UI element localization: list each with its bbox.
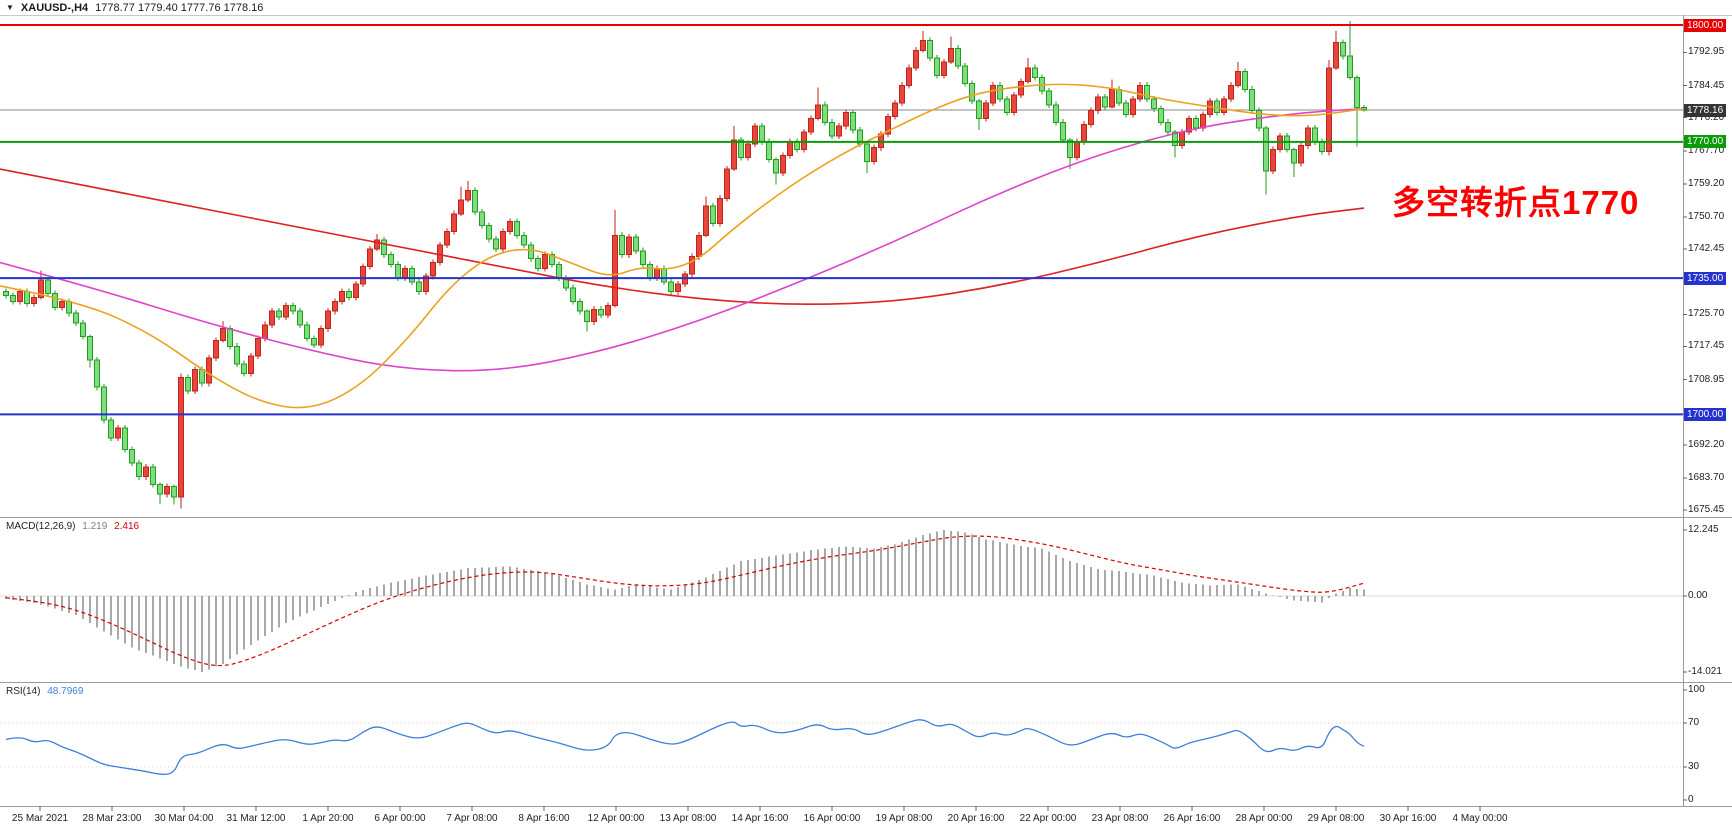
panel-borders xyxy=(0,15,1732,807)
chart-annotation-text[interactable]: 多空转折点1770 xyxy=(1392,184,1640,221)
ma-red-line xyxy=(0,168,1365,305)
chart-menu-icon[interactable]: ▼ xyxy=(6,2,14,12)
macd-main-value: 1.219 xyxy=(82,521,108,532)
rsi-name: RSI(14) xyxy=(6,686,41,697)
candles-layer xyxy=(3,21,1367,509)
macd-indicator-label: MACD(12,26,9) 1.219 2.416 xyxy=(6,521,143,532)
ma-magenta-line xyxy=(0,107,1365,372)
rsi-value: 48.7969 xyxy=(47,686,84,697)
ma-orange-line xyxy=(0,83,1365,409)
macd-name: MACD(12,26,9) xyxy=(6,521,76,532)
symbol-timeframe: XAUUSD-,H4 xyxy=(20,1,89,14)
time-axis[interactable] xyxy=(0,806,1732,832)
rsi-levels xyxy=(0,722,1683,768)
macd-signal-value: 2.416 xyxy=(114,521,140,532)
axis-ticks xyxy=(39,51,1687,811)
chart-header: ▼ XAUUSD-,H4 1778.77 1779.40 1777.76 177… xyxy=(0,0,1732,15)
macd-histogram xyxy=(0,530,1683,672)
ohlc-quote: 1778.77 1779.40 1777.76 1778.16 xyxy=(95,1,264,14)
macd-signal-line xyxy=(5,535,1365,667)
rsi-line xyxy=(5,719,1365,775)
horizontal-levels[interactable] xyxy=(0,24,1683,416)
price-axis[interactable] xyxy=(1684,15,1732,806)
rsi-indicator-label: RSI(14) 48.7969 xyxy=(6,686,87,697)
